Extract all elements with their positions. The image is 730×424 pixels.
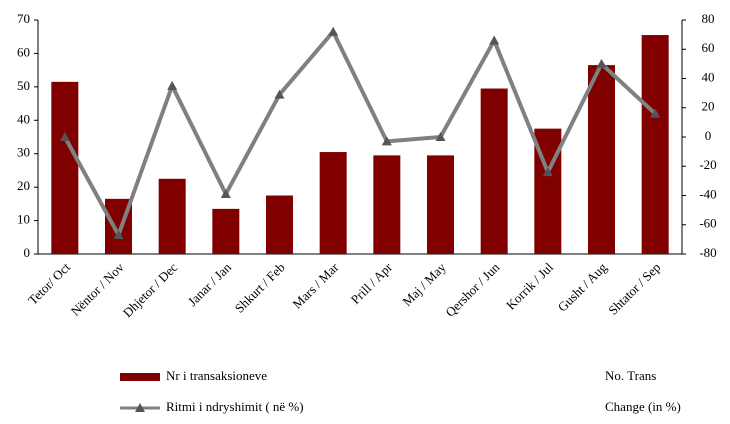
x-tick-label: Shkurt / Feb — [232, 260, 288, 316]
x-tick-label: Dhjetor / Dec — [120, 259, 181, 320]
legend-label: Ritmi i ndryshimit ( në %) — [166, 399, 304, 414]
y2-tick-label: 20 — [702, 99, 715, 114]
y-tick-label: 20 — [17, 178, 30, 193]
y-tick-label: 70 — [17, 11, 30, 26]
x-tick-label: Korrik / Jul — [503, 259, 556, 312]
y2-tick-label: -60 — [699, 216, 716, 231]
legend-swatch — [120, 373, 160, 381]
x-tick-label: Nëntor / Nov — [68, 259, 127, 318]
y-tick-label: 0 — [24, 245, 31, 260]
y2-tick-label: -20 — [699, 157, 716, 172]
bar — [641, 35, 669, 254]
y2-tick-label: 60 — [702, 40, 715, 55]
y2-tick-label: -40 — [699, 186, 716, 201]
line-marker — [435, 132, 446, 141]
bar — [588, 65, 615, 254]
line-marker — [328, 26, 339, 36]
x-tick-label: Qershor / Jun — [442, 259, 502, 319]
y-tick-label: 50 — [17, 78, 30, 93]
legend-label-en: No. Trans — [605, 368, 656, 383]
line-marker — [113, 229, 124, 239]
x-tick-label: Maj / May — [399, 259, 449, 309]
bar — [373, 155, 401, 254]
y-tick-label: 30 — [17, 145, 30, 160]
y-tick-label: 10 — [17, 212, 30, 227]
bar — [427, 155, 454, 254]
bar — [480, 88, 508, 255]
y2-tick-label: 0 — [705, 128, 712, 143]
line-marker — [167, 80, 178, 90]
bar — [319, 152, 347, 254]
y2-tick-label: 80 — [702, 11, 715, 26]
y2-tick-label: -80 — [699, 245, 716, 260]
line-marker — [596, 58, 607, 68]
x-tick-label: Gusht / Aug — [555, 259, 610, 314]
line-marker — [274, 89, 285, 99]
y-tick-label: 60 — [17, 44, 30, 59]
line-marker — [59, 132, 70, 141]
bar — [212, 208, 240, 254]
x-tick-label: Janar / Jan — [185, 259, 235, 309]
y-tick-label: 40 — [17, 111, 30, 126]
bar — [51, 81, 79, 254]
line-marker — [489, 35, 500, 45]
bar — [158, 178, 186, 254]
legend-label: Nr i transaksioneve — [166, 368, 267, 383]
legend-label-en: Change (in %) — [605, 399, 681, 414]
line-marker — [381, 136, 392, 146]
bar — [266, 195, 293, 254]
y2-tick-label: 40 — [702, 69, 715, 84]
legend-marker — [135, 403, 145, 412]
x-tick-label: Prill / Apr — [348, 259, 396, 307]
line-marker — [220, 189, 231, 199]
line-marker — [542, 167, 553, 177]
x-tick-label: Shtator / Sep — [605, 260, 663, 318]
x-tick-label: Mars / Mar — [289, 259, 341, 311]
line — [63, 29, 657, 237]
line-marker — [650, 108, 661, 118]
x-tick-label: Tetor/ Oct — [25, 259, 73, 307]
